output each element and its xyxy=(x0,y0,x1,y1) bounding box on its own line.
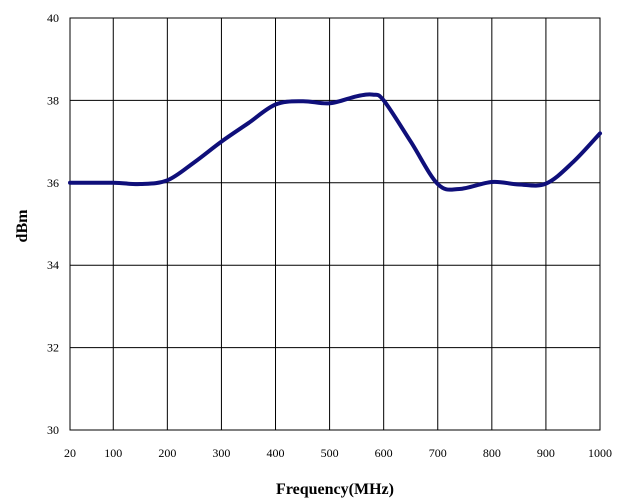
x-tick-label: 800 xyxy=(483,446,501,460)
y-tick-label: 40 xyxy=(47,11,59,25)
y-tick-label: 36 xyxy=(47,176,59,190)
y-tick-label: 38 xyxy=(47,93,59,107)
x-tick-label: 300 xyxy=(212,446,230,460)
y-tick-labels: 30 32 34 36 38 40 xyxy=(47,11,59,437)
x-tick-label: 1000 xyxy=(588,446,612,460)
x-tick-label: 700 xyxy=(429,446,447,460)
x-tick-label: 500 xyxy=(321,446,339,460)
x-gridlines xyxy=(112,18,547,430)
x-tick-labels: 20 100 200 300 400 500 600 700 800 900 1000 xyxy=(64,446,612,460)
plot-area xyxy=(70,18,600,430)
x-tick-label: 20 xyxy=(64,446,76,460)
plot-frame xyxy=(69,17,601,431)
series-line xyxy=(68,92,602,192)
x-tick-label: 100 xyxy=(104,446,122,460)
y-axis-title: dBm xyxy=(14,209,31,243)
x-axis-title: Frequency(MHz) xyxy=(276,481,394,498)
series-layer xyxy=(68,92,602,192)
y-tick-label: 34 xyxy=(47,258,59,272)
x-tick-label: 400 xyxy=(267,446,285,460)
x-tick-label: 900 xyxy=(537,446,555,460)
x-tick-label: 600 xyxy=(375,446,393,460)
y-tick-label: 30 xyxy=(47,423,59,437)
y-tick-label: 32 xyxy=(47,341,59,355)
x-tick-label: 200 xyxy=(158,446,176,460)
